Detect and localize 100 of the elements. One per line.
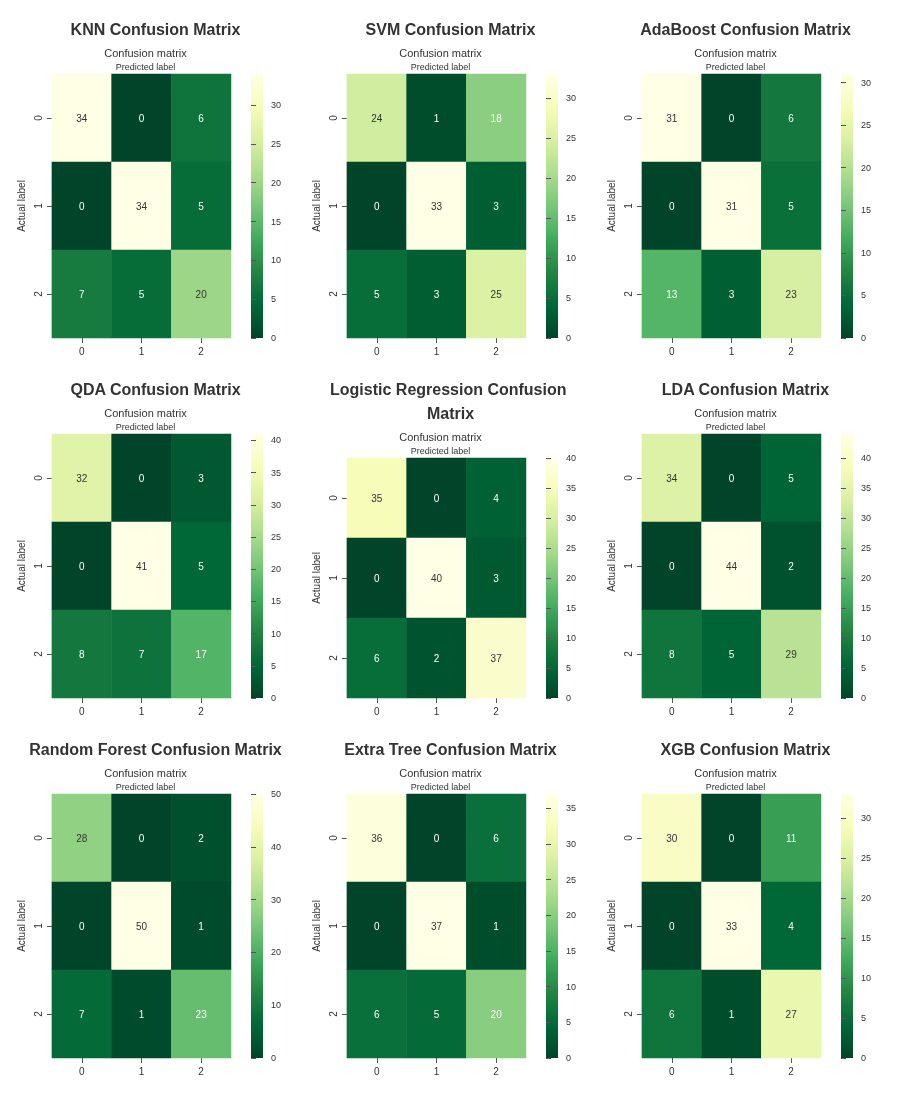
data-label: 0: [668, 920, 675, 932]
data-label: 0: [668, 200, 675, 212]
x-axis-title: Predicted label: [410, 781, 471, 792]
y-axis-title: Actual label: [605, 540, 617, 592]
y-axis-title: Actual label: [15, 180, 27, 232]
color-bar-label: 0: [566, 693, 572, 703]
x-tick-label: 2: [198, 345, 205, 357]
data-label: 40: [430, 572, 443, 584]
data-label: 23: [195, 1008, 208, 1020]
y-tick-label: 0: [623, 834, 635, 841]
data-label: 6: [373, 1008, 380, 1020]
x-tick-label: 2: [788, 1065, 795, 1077]
data-label: 37: [430, 920, 443, 932]
color-bar-label: 5: [861, 663, 867, 673]
x-tick-label: 0: [373, 705, 380, 717]
x-tick-label: 1: [138, 1065, 145, 1077]
data-label: 24: [371, 112, 383, 124]
color-bar-label: 30: [566, 513, 577, 523]
color-bar-label: 10: [566, 633, 577, 643]
color-bar-label: 35: [861, 483, 872, 493]
chart-title: Logistic Regression Confusion Matrix: [330, 380, 571, 422]
data-label: 6: [668, 1008, 675, 1020]
data-label: 4: [493, 492, 500, 504]
data-label: 0: [433, 832, 440, 844]
data-label: 0: [138, 832, 145, 844]
data-label: 31: [725, 200, 738, 212]
data-label: 3: [433, 288, 440, 300]
color-bar-label: 10: [271, 628, 282, 639]
color-bar-label: 20: [861, 893, 872, 903]
data-label: 3: [198, 472, 205, 484]
color-bar-label: 0: [861, 693, 867, 703]
color-bar-label: 30: [271, 894, 282, 905]
data-label: 35: [371, 492, 383, 504]
color-bar-label: 20: [566, 173, 577, 183]
data-label: 13: [666, 288, 678, 300]
data-label: 6: [373, 652, 380, 664]
x-tick-label: 0: [78, 705, 85, 717]
y-axis-title: Actual label: [15, 540, 27, 592]
data-label: 8: [668, 648, 675, 660]
color-bar-label: 30: [566, 93, 577, 103]
data-label: 29: [785, 648, 798, 660]
data-label: 0: [373, 572, 380, 584]
color-bar-label: 35: [566, 483, 577, 493]
y-axis-title: Actual label: [605, 180, 617, 232]
data-label: 0: [728, 112, 735, 124]
data-label: 34: [76, 112, 88, 124]
data-label: 17: [195, 648, 208, 660]
color-bar-label: 15: [566, 603, 577, 613]
data-label: 11: [785, 832, 797, 844]
data-label: 0: [78, 200, 85, 212]
data-label: 36: [371, 832, 383, 844]
y-tick-label: 1: [328, 922, 340, 929]
color-bar-label: 15: [861, 933, 872, 943]
data-label: 7: [78, 288, 85, 300]
data-label: 0: [373, 920, 380, 932]
x-axis-title: Predicted label: [115, 781, 176, 792]
y-tick-label: 0: [623, 114, 635, 121]
chart-title: KNN Confusion Matrix: [70, 20, 241, 38]
color-bar-label: 30: [861, 513, 872, 523]
y-tick-label: 2: [33, 1010, 45, 1017]
x-tick-label: 2: [493, 345, 500, 357]
data-label: 34: [135, 200, 148, 212]
color-bar-label: 0: [566, 333, 572, 343]
y-tick-label: 0: [33, 114, 45, 121]
data-label: 32: [76, 472, 88, 484]
color-bar-label: 5: [861, 290, 867, 301]
data-label: 6: [788, 112, 795, 124]
x-axis-title: Predicted label: [115, 61, 176, 72]
y-tick-label: 0: [328, 834, 340, 841]
data-label: 44: [725, 560, 738, 572]
data-label: 5: [728, 648, 735, 660]
color-bar-label: 20: [271, 564, 282, 575]
color-bar-label: 0: [566, 1053, 572, 1063]
data-label: 20: [490, 1008, 503, 1020]
data-label: 37: [490, 652, 503, 664]
color-bar-label: 0: [271, 1053, 277, 1063]
y-axis-title: Actual label: [310, 180, 322, 232]
y-tick-label: 1: [33, 562, 45, 569]
y-axis-title: Actual label: [310, 552, 322, 604]
color-bar-label: 5: [271, 294, 277, 305]
y-tick-label: 1: [328, 574, 340, 581]
color-bar-label: 35: [566, 803, 577, 814]
color-bar-label: 25: [271, 138, 282, 149]
x-axis-title: Predicted label: [115, 421, 176, 432]
y-tick-label: 1: [623, 922, 635, 929]
data-label: 33: [725, 920, 738, 932]
chart-title: XGB Confusion Matrix: [660, 740, 831, 758]
data-label: 28: [76, 832, 88, 844]
data-label: 0: [728, 832, 735, 844]
x-tick-label: 1: [433, 705, 440, 717]
x-axis-title: Predicted label: [705, 781, 766, 792]
y-axis-title: Actual label: [15, 900, 27, 952]
data-label: 7: [78, 1008, 85, 1020]
data-label: 20: [195, 288, 208, 300]
chart-subtitle: Confusion matrix: [399, 46, 483, 59]
color-bar-label: 10: [861, 633, 872, 643]
data-label: 31: [666, 112, 678, 124]
x-tick-label: 0: [78, 1065, 85, 1077]
data-label: 1: [433, 112, 440, 124]
y-axis-title: Actual label: [605, 900, 617, 952]
